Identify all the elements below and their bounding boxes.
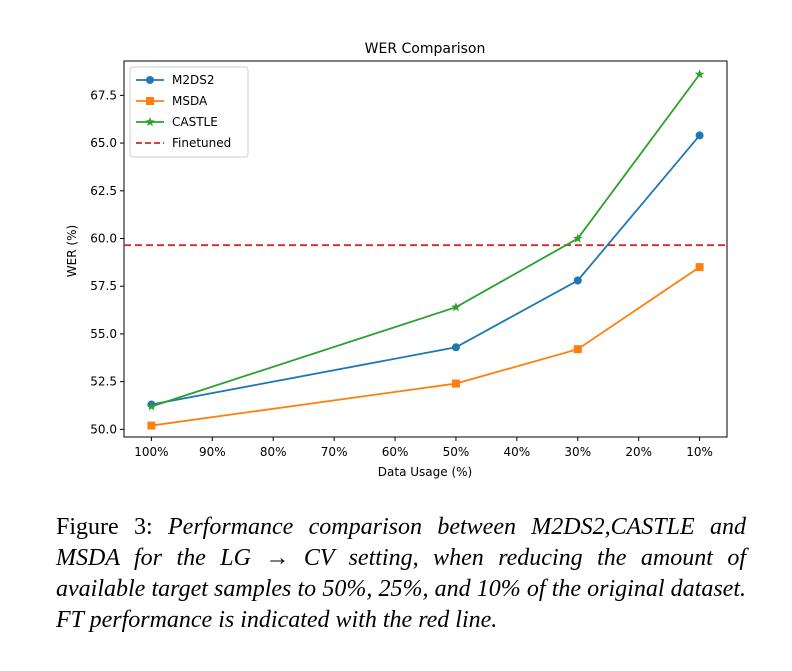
data-point-m2ds2 xyxy=(695,131,704,140)
figure-caption: Figure 3: Performance comparison between… xyxy=(56,512,746,636)
data-point-msda xyxy=(451,379,460,388)
x-tick-label: 100% xyxy=(134,445,168,459)
series-group xyxy=(146,69,705,430)
data-point-castle xyxy=(573,233,583,243)
x-axis-label: Data Usage (%) xyxy=(378,465,472,479)
x-tick-label: 70% xyxy=(321,445,348,459)
data-point-castle xyxy=(694,69,705,79)
y-tick-label: 60.0 xyxy=(90,232,117,246)
series-line-m2ds2 xyxy=(151,134,701,406)
series-line-msda xyxy=(151,266,701,427)
chart-title: WER Comparison xyxy=(365,41,486,57)
data-point-msda xyxy=(573,345,582,354)
y-tick-label: 65.0 xyxy=(90,136,117,150)
x-tick-label: 30% xyxy=(564,445,591,459)
x-tick-label: 10% xyxy=(686,445,713,459)
y-axis-label: WER (%) xyxy=(65,225,79,277)
data-point-m2ds2 xyxy=(573,276,582,285)
x-tick-label: 90% xyxy=(199,445,226,459)
y-tick-label: 55.0 xyxy=(90,327,117,341)
y-tick-label: 62.5 xyxy=(90,184,117,198)
x-tick-label: 40% xyxy=(504,445,531,459)
x-tick-label: 50% xyxy=(443,445,470,459)
legend: M2DS2 MSDA CASTLE Finetuned xyxy=(129,66,249,158)
wer-comparison-chart: WER Comparison 50.0 52.5 55.0 57.5 60.0 62.5 6… xyxy=(65,41,728,479)
legend-label-castle: CASTLE xyxy=(172,115,218,129)
legend-marker-m2ds2 xyxy=(146,76,154,84)
data-point-castle xyxy=(451,302,461,312)
caption-label: Figure 3: xyxy=(56,514,153,540)
x-tick-label: 20% xyxy=(625,445,652,459)
caption-text: Performance comparison between M2DS2,CAS… xyxy=(56,514,746,633)
y-axis: 50.0 52.5 55.0 57.5 60.0 62.5 65.0 67.5 xyxy=(90,88,124,436)
y-tick-label: 50.0 xyxy=(90,422,117,436)
legend-marker-castle xyxy=(145,117,155,127)
legend-label-m2ds2: M2DS2 xyxy=(172,73,214,87)
x-tick-label: 80% xyxy=(260,445,287,459)
y-tick-label: 52.5 xyxy=(90,375,117,389)
legend-label-msda: MSDA xyxy=(172,94,208,108)
x-axis: 100% 90% 80% 70% 60% 50% 40% 30% 20% 10% xyxy=(134,437,713,459)
plot-area xyxy=(123,60,728,438)
data-point-msda xyxy=(147,421,156,430)
y-tick-label: 57.5 xyxy=(90,279,117,293)
data-point-m2ds2 xyxy=(451,343,460,352)
data-point-msda xyxy=(695,263,704,272)
y-tick-label: 67.5 xyxy=(90,88,117,102)
legend-label-finetuned: Finetuned xyxy=(172,136,231,150)
data-point-castle xyxy=(146,401,157,411)
series-line-castle xyxy=(151,73,701,408)
x-tick-label: 60% xyxy=(382,445,409,459)
legend-box xyxy=(129,66,249,158)
legend-marker-msda xyxy=(146,97,154,105)
